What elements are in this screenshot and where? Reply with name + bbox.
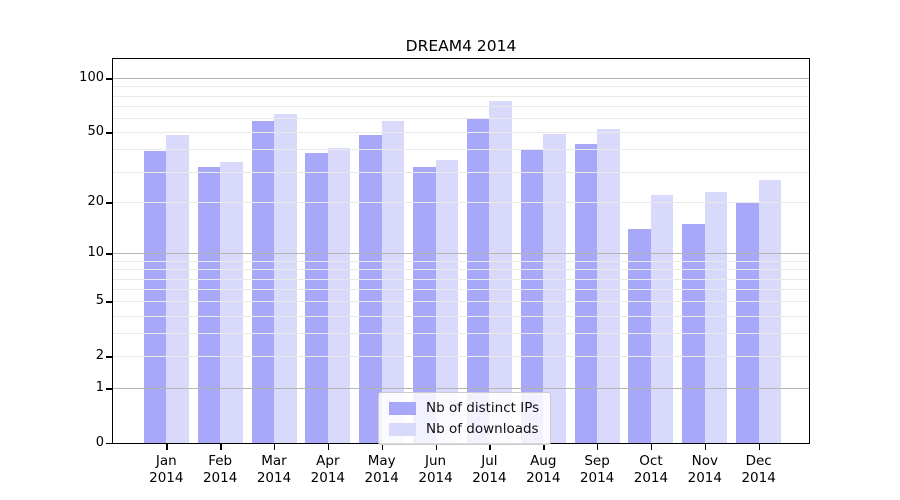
chart-title: DREAM4 2014: [405, 37, 517, 55]
minor-gridline: [113, 315, 809, 317]
minor-gridline: [113, 95, 809, 97]
x-tick-mark: [274, 443, 276, 450]
y-tick-mark: [106, 301, 113, 303]
legend-label: Nb of downloads: [426, 421, 539, 437]
bar-distinct-ips-jul: [466, 118, 490, 443]
y-tick-label: 5: [95, 293, 104, 309]
legend-swatch: [389, 401, 416, 415]
major-gridline: [113, 253, 809, 255]
bar-distinct-ips-jun: [413, 166, 436, 443]
legend-label: Nb of distinct IPs: [426, 400, 540, 416]
bar-distinct-ips-dec: [736, 202, 759, 443]
bar-downloads-sep: [597, 129, 620, 443]
y-tick-label: 20: [87, 194, 104, 210]
bar-distinct-ips-sep: [574, 143, 598, 443]
bar-distinct-ips-apr: [305, 153, 328, 443]
legend: Nb of distinct IPs Nb of downloads: [378, 392, 552, 445]
minor-gridline: [113, 118, 809, 120]
y-tick-mark: [106, 253, 113, 255]
bar-distinct-ips-mar: [251, 120, 274, 443]
bar-distinct-ips-jan: [143, 151, 167, 443]
minor-gridline: [113, 278, 809, 280]
x-tick-label-jan: Jan 2014: [149, 453, 184, 486]
x-tick-mark: [166, 443, 168, 450]
bar-distinct-ips-feb: [197, 166, 221, 443]
minor-gridline: [113, 269, 809, 271]
x-tick-label-mar: Mar 2014: [256, 453, 292, 486]
x-tick-label-jul: Jul 2014: [472, 453, 507, 486]
minor-gridline: [113, 106, 809, 108]
major-gridline: [113, 78, 809, 80]
bar-downloads-nov: [704, 191, 728, 443]
minor-gridline: [113, 289, 809, 291]
bar-distinct-ips-aug: [520, 149, 544, 443]
y-tick-label: 0: [95, 435, 104, 450]
bar-downloads-oct: [650, 195, 674, 443]
x-tick-label-aug: Aug 2014: [526, 453, 561, 486]
minor-gridline: [113, 301, 809, 303]
y-tick-label: 1: [95, 380, 104, 396]
y-tick-mark: [106, 202, 113, 204]
x-tick-mark: [704, 443, 707, 450]
minor-gridline: [113, 261, 809, 262]
x-tick-label-feb: Feb 2014: [202, 453, 238, 486]
legend-item: Nb of downloads: [389, 421, 539, 437]
x-tick-label-may: May 2014: [364, 453, 399, 486]
y-tick-label: 50: [87, 124, 104, 140]
minor-gridline: [113, 132, 809, 134]
minor-gridline: [113, 149, 809, 151]
y-tick-mark: [106, 443, 113, 445]
bar-downloads-jul: [489, 100, 512, 443]
major-gridline: [113, 388, 809, 390]
minor-gridline: [113, 171, 809, 173]
minor-gridline: [113, 333, 809, 335]
plot-area: [113, 59, 809, 443]
x-tick-mark: [220, 443, 222, 450]
y-tick-label: 10: [87, 245, 104, 261]
bar-downloads-feb: [220, 162, 243, 443]
y-tick-mark: [106, 388, 113, 390]
x-tick-mark: [543, 443, 545, 450]
y-tick-label: 100: [79, 70, 104, 86]
minor-gridline: [113, 202, 809, 204]
x-tick-mark: [758, 443, 761, 450]
bar-downloads-aug: [543, 133, 566, 443]
y-tick-mark: [106, 356, 113, 358]
x-tick-label-sep: Sep 2014: [579, 453, 615, 486]
x-tick-mark: [327, 443, 330, 450]
bar-downloads-may: [381, 120, 405, 443]
y-tick-mark: [106, 78, 113, 80]
legend-item: Nb of distinct IPs: [389, 400, 539, 416]
y-tick-mark: [106, 132, 113, 134]
x-tick-mark: [381, 443, 384, 450]
x-tick-label-apr: Apr 2014: [310, 453, 346, 486]
minor-gridline: [113, 86, 809, 88]
y-tick-label: 2: [95, 348, 104, 364]
x-tick-mark: [489, 443, 491, 450]
bar-downloads-apr: [327, 147, 351, 443]
x-tick-label-nov: Nov 2014: [687, 453, 722, 486]
bar-downloads-dec: [758, 179, 782, 443]
x-tick-mark: [650, 443, 653, 450]
minor-gridline: [113, 356, 809, 358]
legend-swatch: [389, 422, 416, 436]
x-tick-label-dec: Dec 2014: [741, 453, 776, 486]
bar-distinct-ips-oct: [628, 229, 651, 443]
x-tick-mark: [597, 443, 599, 450]
x-tick-mark: [435, 443, 437, 450]
x-tick-label-oct: Oct 2014: [633, 453, 669, 486]
x-tick-label-jun: Jun 2014: [418, 453, 453, 486]
